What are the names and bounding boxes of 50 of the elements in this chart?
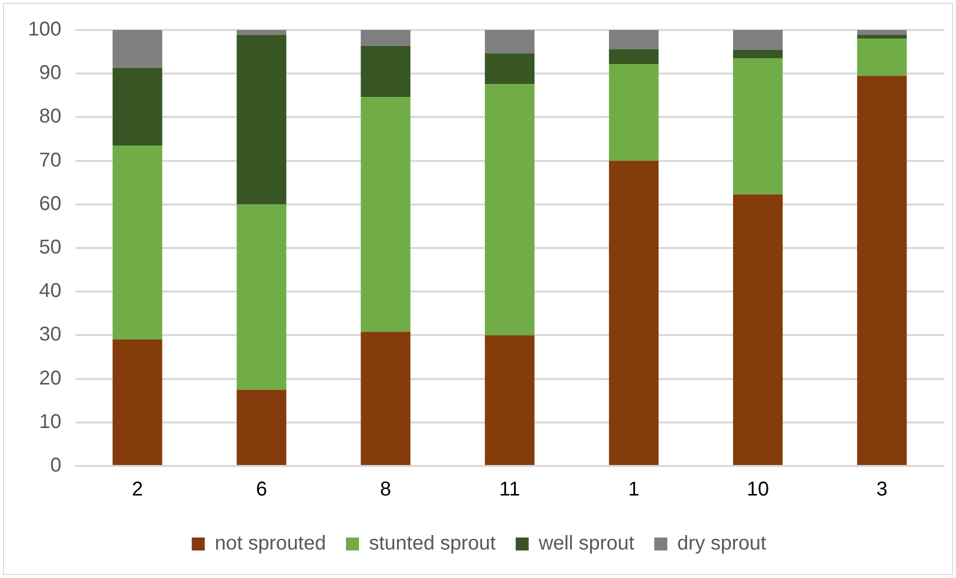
y-tick-label: 100	[28, 18, 62, 41]
bar	[236, 34, 286, 204]
bar	[360, 30, 410, 46]
bar	[608, 30, 659, 50]
bar	[112, 146, 162, 340]
bar	[360, 46, 410, 98]
bar	[236, 204, 286, 390]
y-tick-label: 10	[39, 410, 62, 433]
x-tick-label: 10	[746, 478, 769, 501]
bar	[857, 30, 907, 35]
bar	[608, 160, 659, 465]
bar	[608, 49, 659, 64]
y-tick-label: 70	[39, 149, 62, 172]
x-tick-label: 3	[876, 478, 888, 501]
bar	[112, 68, 162, 146]
x-tick-label: 2	[132, 478, 143, 501]
bar	[733, 50, 783, 58]
bar	[484, 54, 535, 84]
bar	[360, 332, 410, 465]
y-tick-label: 90	[39, 62, 62, 84]
bar	[360, 97, 410, 332]
y-tick-label: 60	[39, 192, 62, 215]
bar	[857, 38, 907, 76]
y-tick-label: 0	[50, 454, 62, 477]
bar	[608, 64, 659, 161]
bar	[236, 30, 286, 35]
y-tick-label: 80	[39, 106, 62, 128]
bar	[733, 30, 783, 50]
x-tick-label: 1	[628, 478, 640, 501]
bar	[236, 390, 286, 465]
bar	[112, 30, 162, 68]
legend-label: well sprout	[538, 532, 635, 555]
bar	[857, 34, 907, 39]
bar	[112, 340, 162, 465]
y-tick-label: 50	[39, 236, 62, 259]
bar	[733, 194, 783, 465]
legend-label: stunted sprout	[368, 532, 496, 555]
bar	[484, 335, 535, 465]
x-tick-label: 8	[380, 478, 392, 501]
legend-label: dry sprout	[677, 532, 767, 555]
bar	[733, 58, 783, 194]
bar	[484, 30, 535, 54]
x-tick-label: 6	[256, 478, 268, 501]
bar	[484, 84, 535, 336]
x-tick-label: 11	[499, 478, 520, 501]
y-tick-label: 40	[39, 280, 62, 302]
legend-label: not sprouted	[214, 532, 326, 555]
bar	[857, 76, 907, 465]
y-tick-label: 30	[39, 324, 62, 346]
y-tick-label: 20	[39, 367, 62, 390]
